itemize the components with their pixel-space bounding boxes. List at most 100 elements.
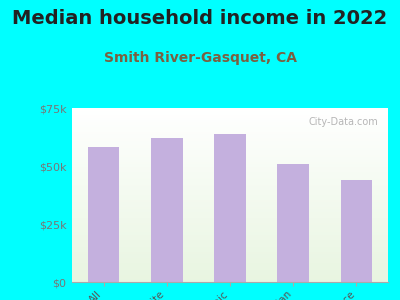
Bar: [214, 134, 246, 282]
Bar: [72, 148, 388, 150]
Bar: [72, 127, 388, 129]
Bar: [72, 150, 388, 152]
Bar: [72, 174, 388, 176]
Bar: [72, 188, 388, 190]
Bar: [72, 118, 388, 120]
Bar: [72, 160, 388, 162]
Bar: [72, 219, 388, 221]
Bar: [72, 212, 388, 214]
Bar: [72, 263, 388, 265]
Bar: [72, 125, 388, 127]
Bar: [72, 193, 388, 195]
Bar: [72, 273, 388, 275]
Text: City-Data.com: City-Data.com: [309, 117, 378, 127]
Bar: [72, 242, 388, 244]
Bar: [72, 134, 388, 136]
Bar: [72, 124, 388, 125]
Bar: [72, 132, 388, 134]
Bar: [72, 117, 388, 118]
Bar: [72, 258, 388, 260]
Bar: [72, 232, 388, 233]
Bar: [72, 277, 388, 278]
Bar: [72, 223, 388, 225]
Bar: [72, 152, 388, 153]
Bar: [72, 108, 388, 110]
Text: Smith River-Gasquet, CA: Smith River-Gasquet, CA: [104, 51, 296, 65]
Bar: [72, 178, 388, 179]
Bar: [72, 162, 388, 164]
Bar: [72, 260, 388, 261]
Bar: [72, 164, 388, 165]
Bar: [72, 280, 388, 282]
Bar: [88, 147, 120, 282]
Bar: [72, 240, 388, 242]
Bar: [72, 218, 388, 219]
Bar: [72, 207, 388, 209]
Bar: [72, 256, 388, 258]
Bar: [72, 130, 388, 132]
Bar: [72, 244, 388, 245]
Bar: [72, 251, 388, 252]
Bar: [72, 138, 388, 139]
Bar: [72, 112, 388, 113]
Bar: [72, 158, 388, 160]
Bar: [72, 183, 388, 184]
Bar: [72, 245, 388, 247]
Bar: [72, 172, 388, 174]
Bar: [72, 157, 388, 158]
Bar: [72, 129, 388, 130]
Bar: [72, 233, 388, 235]
Bar: [72, 146, 388, 148]
Bar: [72, 228, 388, 230]
Bar: [72, 184, 388, 186]
Bar: [72, 143, 388, 145]
Bar: [72, 214, 388, 216]
Bar: [72, 155, 388, 157]
Bar: [72, 115, 388, 117]
Bar: [72, 247, 388, 249]
Bar: [72, 165, 388, 167]
Bar: [72, 139, 388, 141]
Bar: [72, 120, 388, 122]
Bar: [72, 122, 388, 124]
Bar: [72, 202, 388, 204]
Bar: [72, 136, 388, 138]
Bar: [72, 206, 388, 207]
Bar: [72, 191, 388, 193]
Bar: [72, 145, 388, 146]
Bar: [72, 171, 388, 172]
Text: Median household income in 2022: Median household income in 2022: [12, 9, 388, 28]
Bar: [72, 176, 388, 178]
Bar: [72, 226, 388, 228]
Bar: [72, 272, 388, 273]
Bar: [72, 199, 388, 200]
Bar: [151, 138, 182, 282]
Bar: [72, 211, 388, 212]
Bar: [72, 275, 388, 277]
Bar: [72, 179, 388, 181]
Bar: [72, 216, 388, 218]
Bar: [72, 249, 388, 251]
Bar: [72, 268, 388, 270]
Bar: [72, 270, 388, 272]
Bar: [72, 252, 388, 254]
Bar: [72, 254, 388, 256]
Bar: [72, 110, 388, 112]
Bar: [72, 186, 388, 188]
Bar: [72, 167, 388, 169]
Bar: [72, 278, 388, 280]
Bar: [72, 153, 388, 155]
Bar: [72, 238, 388, 240]
Bar: [72, 200, 388, 202]
Bar: [72, 235, 388, 237]
Bar: [72, 113, 388, 115]
Bar: [72, 225, 388, 226]
Bar: [72, 230, 388, 232]
Bar: [72, 209, 388, 211]
Bar: [72, 169, 388, 171]
Bar: [72, 265, 388, 266]
Bar: [72, 261, 388, 263]
Bar: [72, 266, 388, 268]
Bar: [278, 164, 309, 282]
Bar: [72, 221, 388, 223]
